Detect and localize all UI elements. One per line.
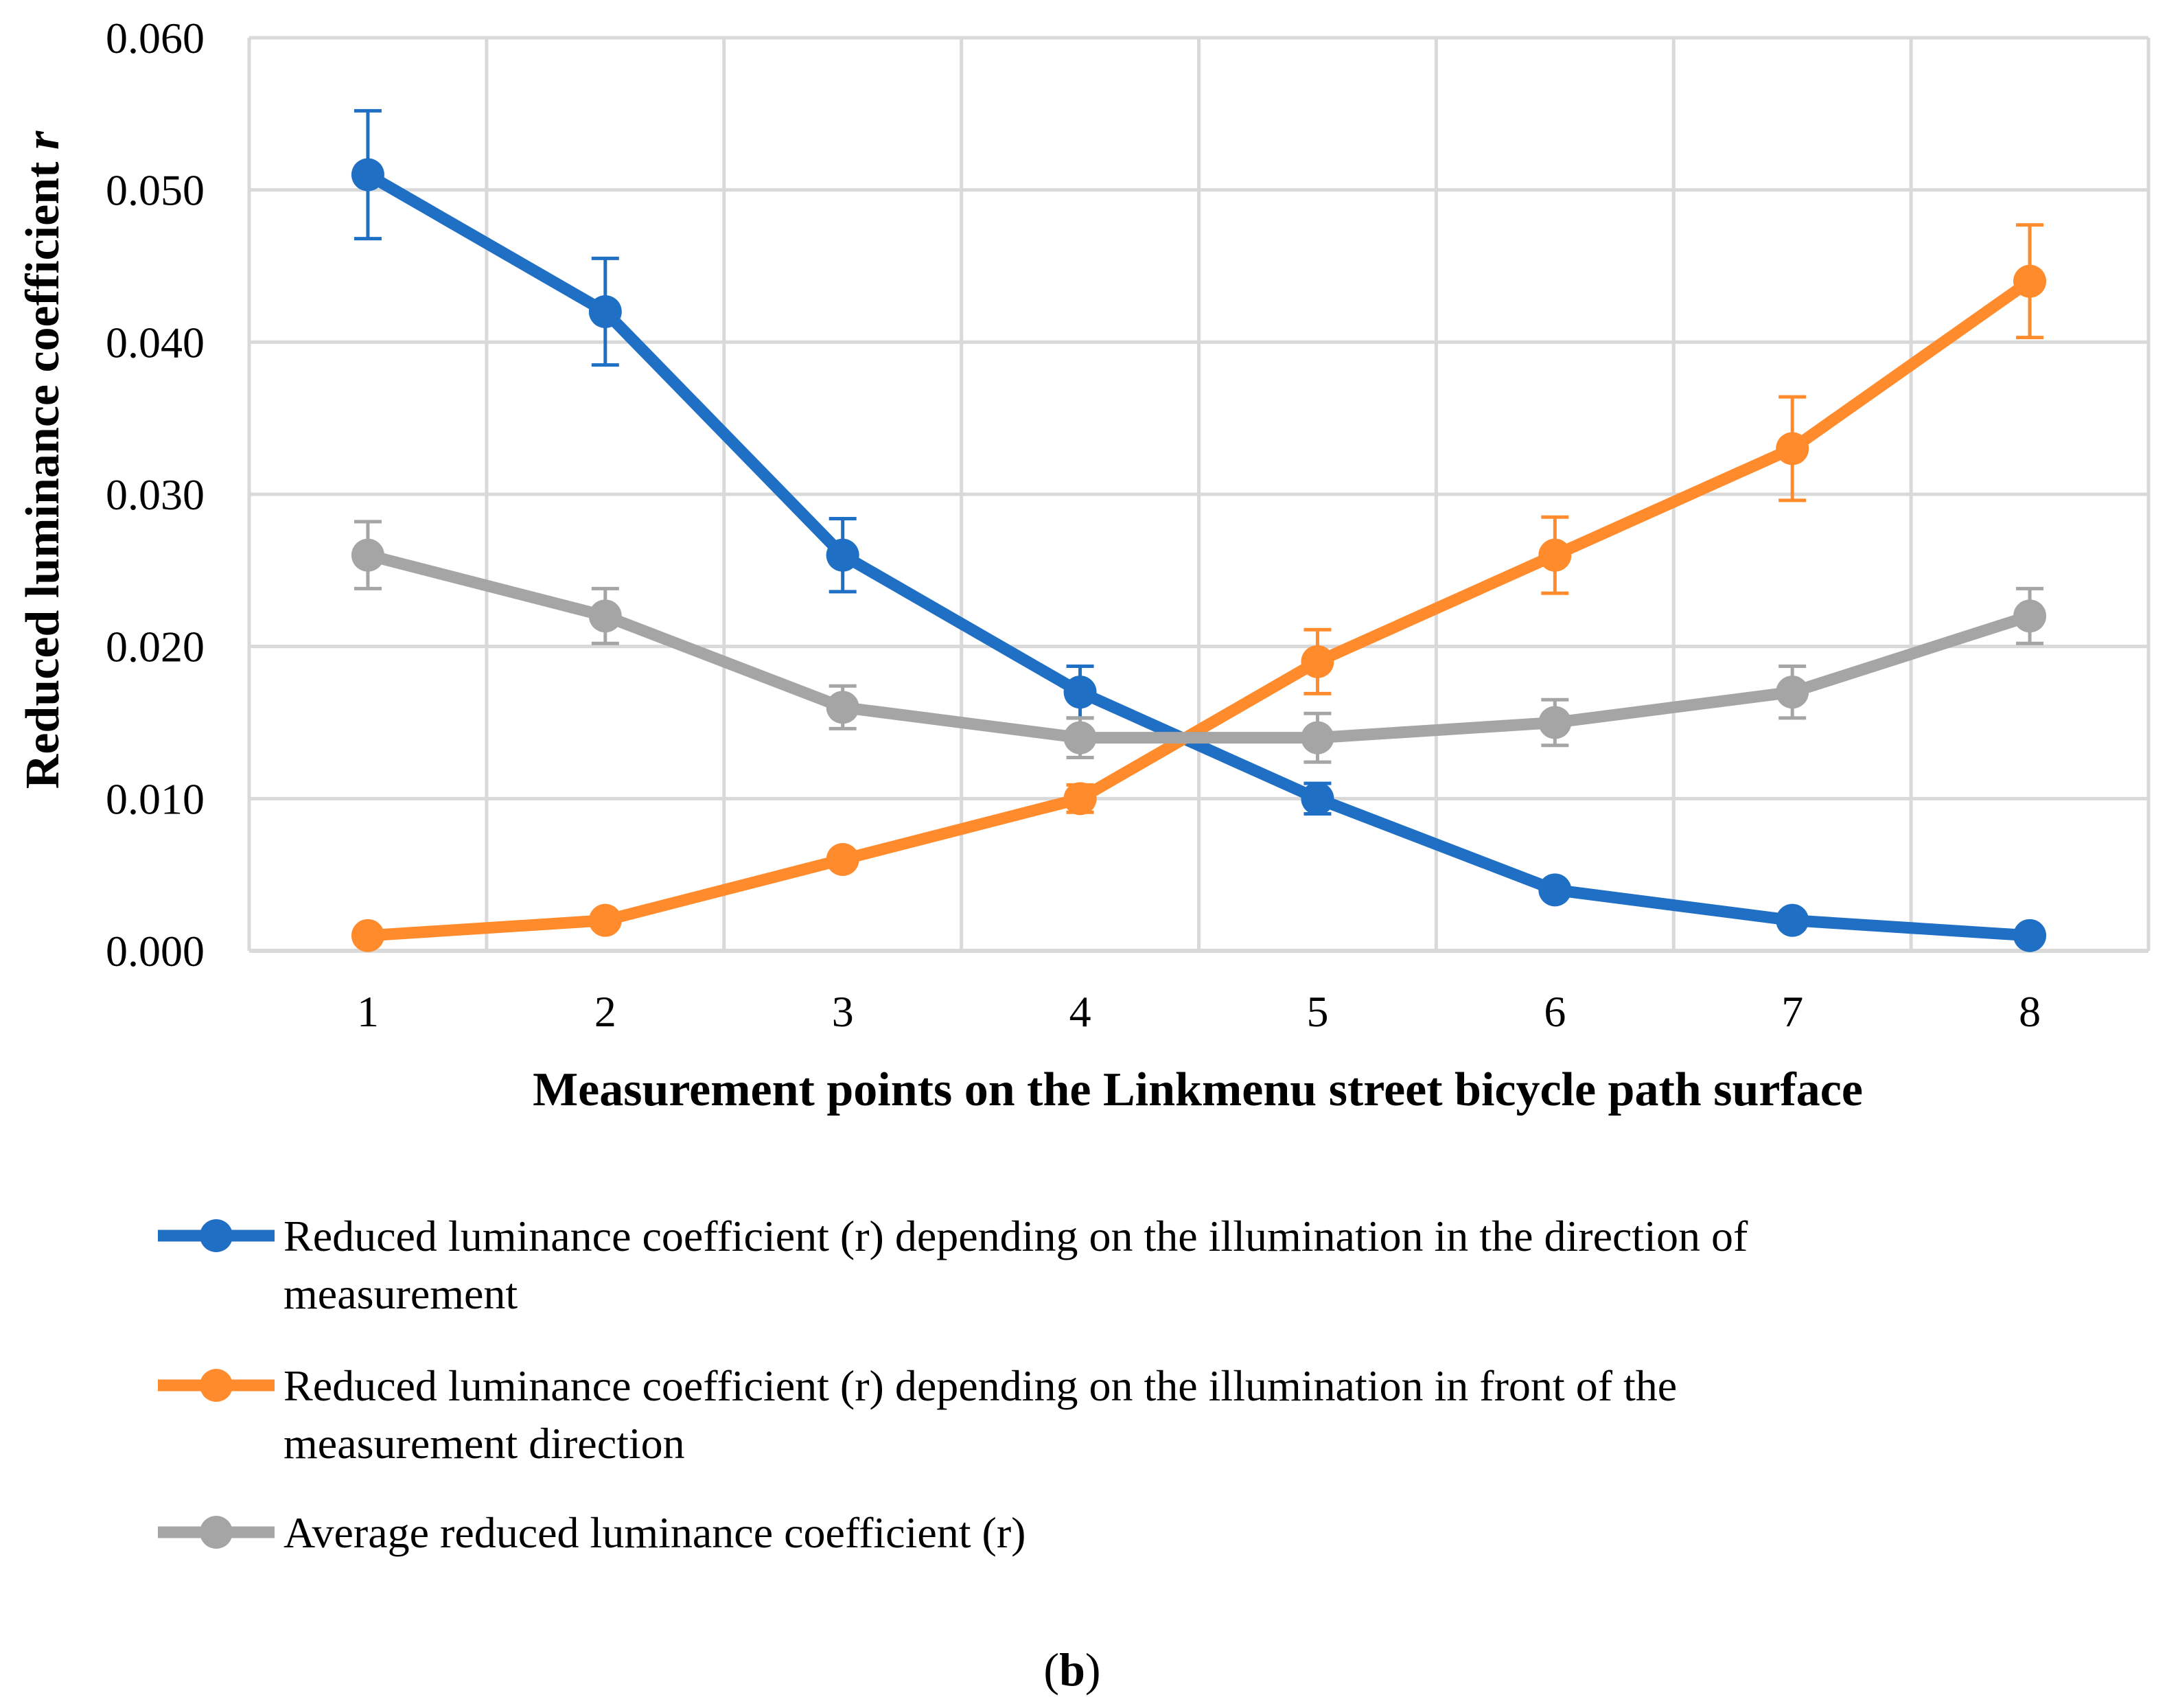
x-tick-label: 2 xyxy=(594,987,616,1036)
legend-item-2: Reduced luminance coefficient (r) depend… xyxy=(158,1361,1677,1468)
y-tick-label: 0.030 xyxy=(106,470,205,519)
x-axis-title: Measurement points on the Linkmenu stree… xyxy=(533,1063,1863,1116)
legend-label: measurement xyxy=(283,1269,518,1318)
x-tick-labels: 1 2 3 4 5 6 7 8 xyxy=(357,987,2041,1036)
data-point xyxy=(351,158,384,192)
data-point xyxy=(1301,645,1334,678)
data-point xyxy=(1538,873,1572,907)
x-tick-label: 8 xyxy=(2019,987,2041,1036)
data-point xyxy=(588,295,622,328)
series-line xyxy=(362,549,2036,744)
y-axis-title: Reduced luminance coefficient r xyxy=(16,130,69,789)
series-2 xyxy=(351,223,2047,952)
data-point xyxy=(1301,782,1334,816)
legend-swatch-marker xyxy=(200,1219,233,1252)
data-point xyxy=(2013,599,2047,633)
data-point xyxy=(826,843,859,876)
x-tick-label: 6 xyxy=(1544,987,1566,1036)
y-axis-title-symbol: r xyxy=(16,130,69,150)
data-point xyxy=(351,538,384,572)
data-point xyxy=(1063,782,1097,816)
data-point xyxy=(1063,676,1097,709)
data-point xyxy=(1538,538,1572,572)
y-tick-label: 0.050 xyxy=(106,166,205,215)
data-point xyxy=(1538,706,1572,739)
series-line xyxy=(362,275,2036,942)
data-point xyxy=(1776,903,1809,937)
series-1 xyxy=(351,108,2047,952)
legend-item-3: Average reduced luminance coefficient (r… xyxy=(158,1508,1025,1557)
data-point xyxy=(1776,676,1809,709)
y-tick-label: 0.020 xyxy=(106,623,205,671)
x-tick-label: 3 xyxy=(832,987,854,1036)
data-point xyxy=(2013,264,2047,298)
data-point xyxy=(1063,721,1097,754)
legend-swatch-marker xyxy=(200,1516,233,1549)
legend-item-1: Reduced luminance coefficient (r) depend… xyxy=(158,1212,1748,1318)
data-point xyxy=(588,599,622,633)
y-tick-labels: 0.000 0.010 0.020 0.030 0.040 0.050 0.060 xyxy=(106,14,205,976)
legend: Reduced luminance coefficient (r) depend… xyxy=(158,1212,1748,1557)
y-tick-label: 0.000 xyxy=(106,927,205,976)
legend-label: measurement direction xyxy=(283,1419,685,1468)
legend-label: Reduced luminance coefficient (r) depend… xyxy=(283,1212,1748,1260)
data-point xyxy=(351,919,384,952)
data-point xyxy=(826,538,859,572)
y-tick-label: 0.040 xyxy=(106,318,205,367)
x-tick-label: 7 xyxy=(1781,987,1803,1036)
x-tick-label: 4 xyxy=(1069,987,1091,1036)
x-tick-label: 1 xyxy=(357,987,379,1036)
legend-swatch-marker xyxy=(200,1369,233,1402)
series-3 xyxy=(351,520,2047,764)
legend-label: Average reduced luminance coefficient (r… xyxy=(283,1508,1025,1557)
x-tick-label: 5 xyxy=(1306,987,1328,1036)
figure-caption: (b) xyxy=(1043,1643,1100,1696)
data-point xyxy=(588,903,622,937)
legend-label: Reduced luminance coefficient (r) depend… xyxy=(283,1361,1677,1410)
y-tick-label: 0.060 xyxy=(106,14,205,62)
data-point xyxy=(1301,721,1334,754)
data-point xyxy=(1776,432,1809,465)
grid xyxy=(247,36,2151,953)
series-line xyxy=(362,169,2036,942)
data-point xyxy=(2013,919,2047,952)
series-lines xyxy=(351,108,2047,952)
data-point xyxy=(826,691,859,724)
y-tick-label: 0.010 xyxy=(106,774,205,823)
